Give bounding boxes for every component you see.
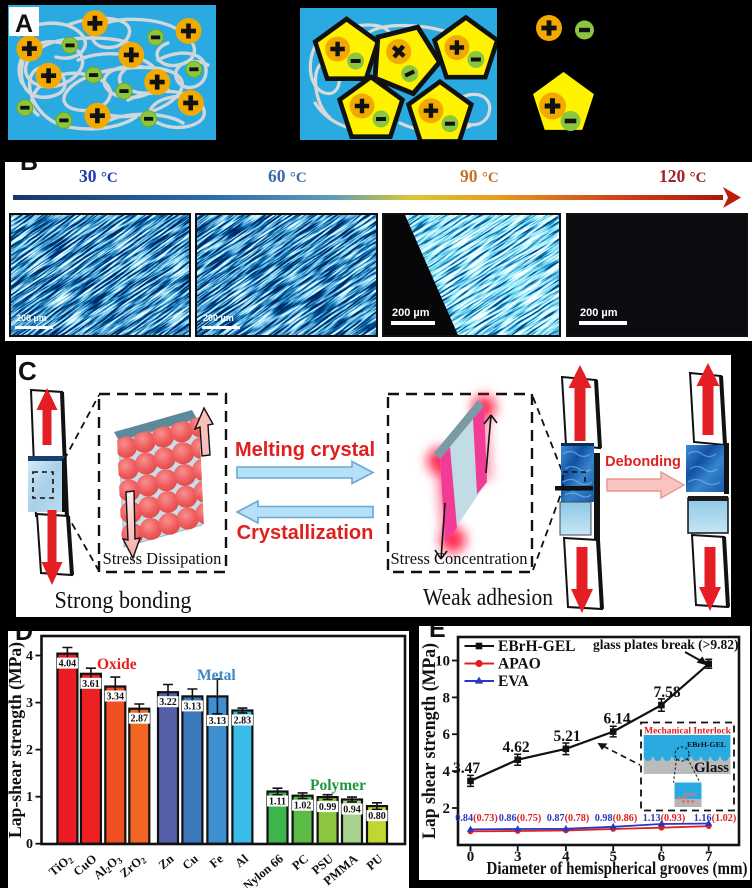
svg-text:4.04: 4.04	[59, 659, 77, 670]
svg-text:EBrH-GEL: EBrH-GEL	[498, 638, 576, 655]
svg-text:7: 7	[705, 849, 713, 865]
svg-text:Debonding: Debonding	[605, 454, 681, 470]
svg-text:2.87: 2.87	[131, 714, 149, 725]
svg-text:4: 4	[26, 649, 33, 664]
svg-text:Stress Dissipation: Stress Dissipation	[103, 549, 222, 568]
svg-text:Mechanical Interlock: Mechanical Interlock	[644, 727, 732, 737]
svg-text:0: 0	[467, 849, 475, 865]
svg-text:4: 4	[443, 764, 451, 780]
svg-text:A: A	[15, 10, 33, 38]
svg-text:Strong bonding: Strong bonding	[55, 588, 192, 614]
svg-text:Melting crystal: Melting crystal	[235, 439, 375, 461]
svg-text:Nylon 66: Nylon 66	[241, 852, 286, 888]
svg-text:Weak adhesion: Weak adhesion	[423, 585, 553, 611]
svg-text:Crystallization: Crystallization	[237, 522, 374, 544]
svg-text:2: 2	[443, 801, 451, 817]
svg-text:APAO: APAO	[498, 656, 541, 673]
svg-text:glass plates break (>9.82): glass plates break (>9.82)	[593, 637, 738, 652]
svg-text:2: 2	[26, 743, 33, 758]
svg-text:0.84(0.73): 0.84(0.73)	[455, 813, 497, 824]
svg-text:3.13: 3.13	[209, 716, 227, 727]
svg-text:Polymer: Polymer	[310, 777, 366, 794]
svg-text:3: 3	[514, 849, 522, 865]
svg-text:5.21: 5.21	[553, 728, 580, 745]
svg-text:Zn: Zn	[156, 852, 177, 873]
svg-text:1.02: 1.02	[294, 801, 312, 812]
svg-text:6: 6	[443, 727, 451, 743]
svg-text:1.16(1.02): 1.16(1.02)	[694, 813, 736, 824]
svg-text:Glass: Glass	[694, 760, 729, 776]
svg-text:2.83: 2.83	[234, 716, 252, 727]
svg-text:10: 10	[435, 654, 450, 670]
svg-text:Al: Al	[232, 851, 251, 870]
svg-text:6.14: 6.14	[603, 711, 630, 728]
svg-text:5: 5	[609, 849, 617, 865]
svg-text:3.61: 3.61	[82, 679, 100, 690]
svg-text:0.80: 0.80	[368, 811, 386, 822]
svg-text:3.13: 3.13	[184, 701, 202, 712]
svg-text:1.11: 1.11	[269, 797, 286, 808]
svg-text:Diameter of hemispherical groo: Diameter of hemispherical grooves (mm)	[487, 858, 748, 879]
svg-text:0: 0	[26, 837, 33, 852]
svg-text:0.86(0.75): 0.86(0.75)	[499, 813, 541, 824]
svg-text:3: 3	[26, 696, 33, 711]
svg-text:EVA: EVA	[498, 673, 530, 690]
svg-text:0.94: 0.94	[343, 805, 361, 816]
svg-text:7.58: 7.58	[653, 684, 680, 701]
svg-text:E: E	[429, 626, 446, 643]
svg-text:PU: PU	[364, 852, 386, 873]
svg-text:Stress Concentration: Stress Concentration	[390, 549, 527, 568]
svg-text:0.99: 0.99	[319, 802, 337, 813]
svg-text:Oxide: Oxide	[97, 656, 137, 673]
svg-text:Metal: Metal	[197, 667, 236, 684]
svg-text:8: 8	[443, 690, 451, 706]
svg-text:Lap-shear strength (MPa): Lap-shear strength (MPa)	[8, 642, 25, 838]
svg-text:Lap shear strength (MPa): Lap shear strength (MPa)	[419, 643, 440, 839]
svg-text:3.34: 3.34	[107, 692, 125, 703]
svg-text:EBrH-GEL: EBrH-GEL	[687, 740, 726, 749]
svg-text:3.22: 3.22	[159, 697, 177, 708]
svg-text:4: 4	[562, 849, 570, 865]
svg-text:3.47: 3.47	[453, 760, 480, 777]
svg-text:6: 6	[658, 849, 666, 865]
svg-text:Cu: Cu	[180, 852, 201, 873]
svg-text:C: C	[18, 356, 37, 386]
svg-text:PC: PC	[289, 852, 311, 873]
svg-text:0.98(0.86): 0.98(0.86)	[595, 813, 637, 824]
svg-text:Fe: Fe	[207, 851, 226, 870]
svg-text:TiO2: TiO2	[46, 851, 76, 879]
svg-text:1: 1	[26, 790, 33, 805]
svg-text:4.62: 4.62	[502, 739, 529, 756]
svg-text:ZrO2: ZrO2	[117, 851, 149, 881]
svg-text:1.13(0.93): 1.13(0.93)	[643, 813, 685, 824]
svg-text:0.87(0.78): 0.87(0.78)	[547, 813, 589, 824]
